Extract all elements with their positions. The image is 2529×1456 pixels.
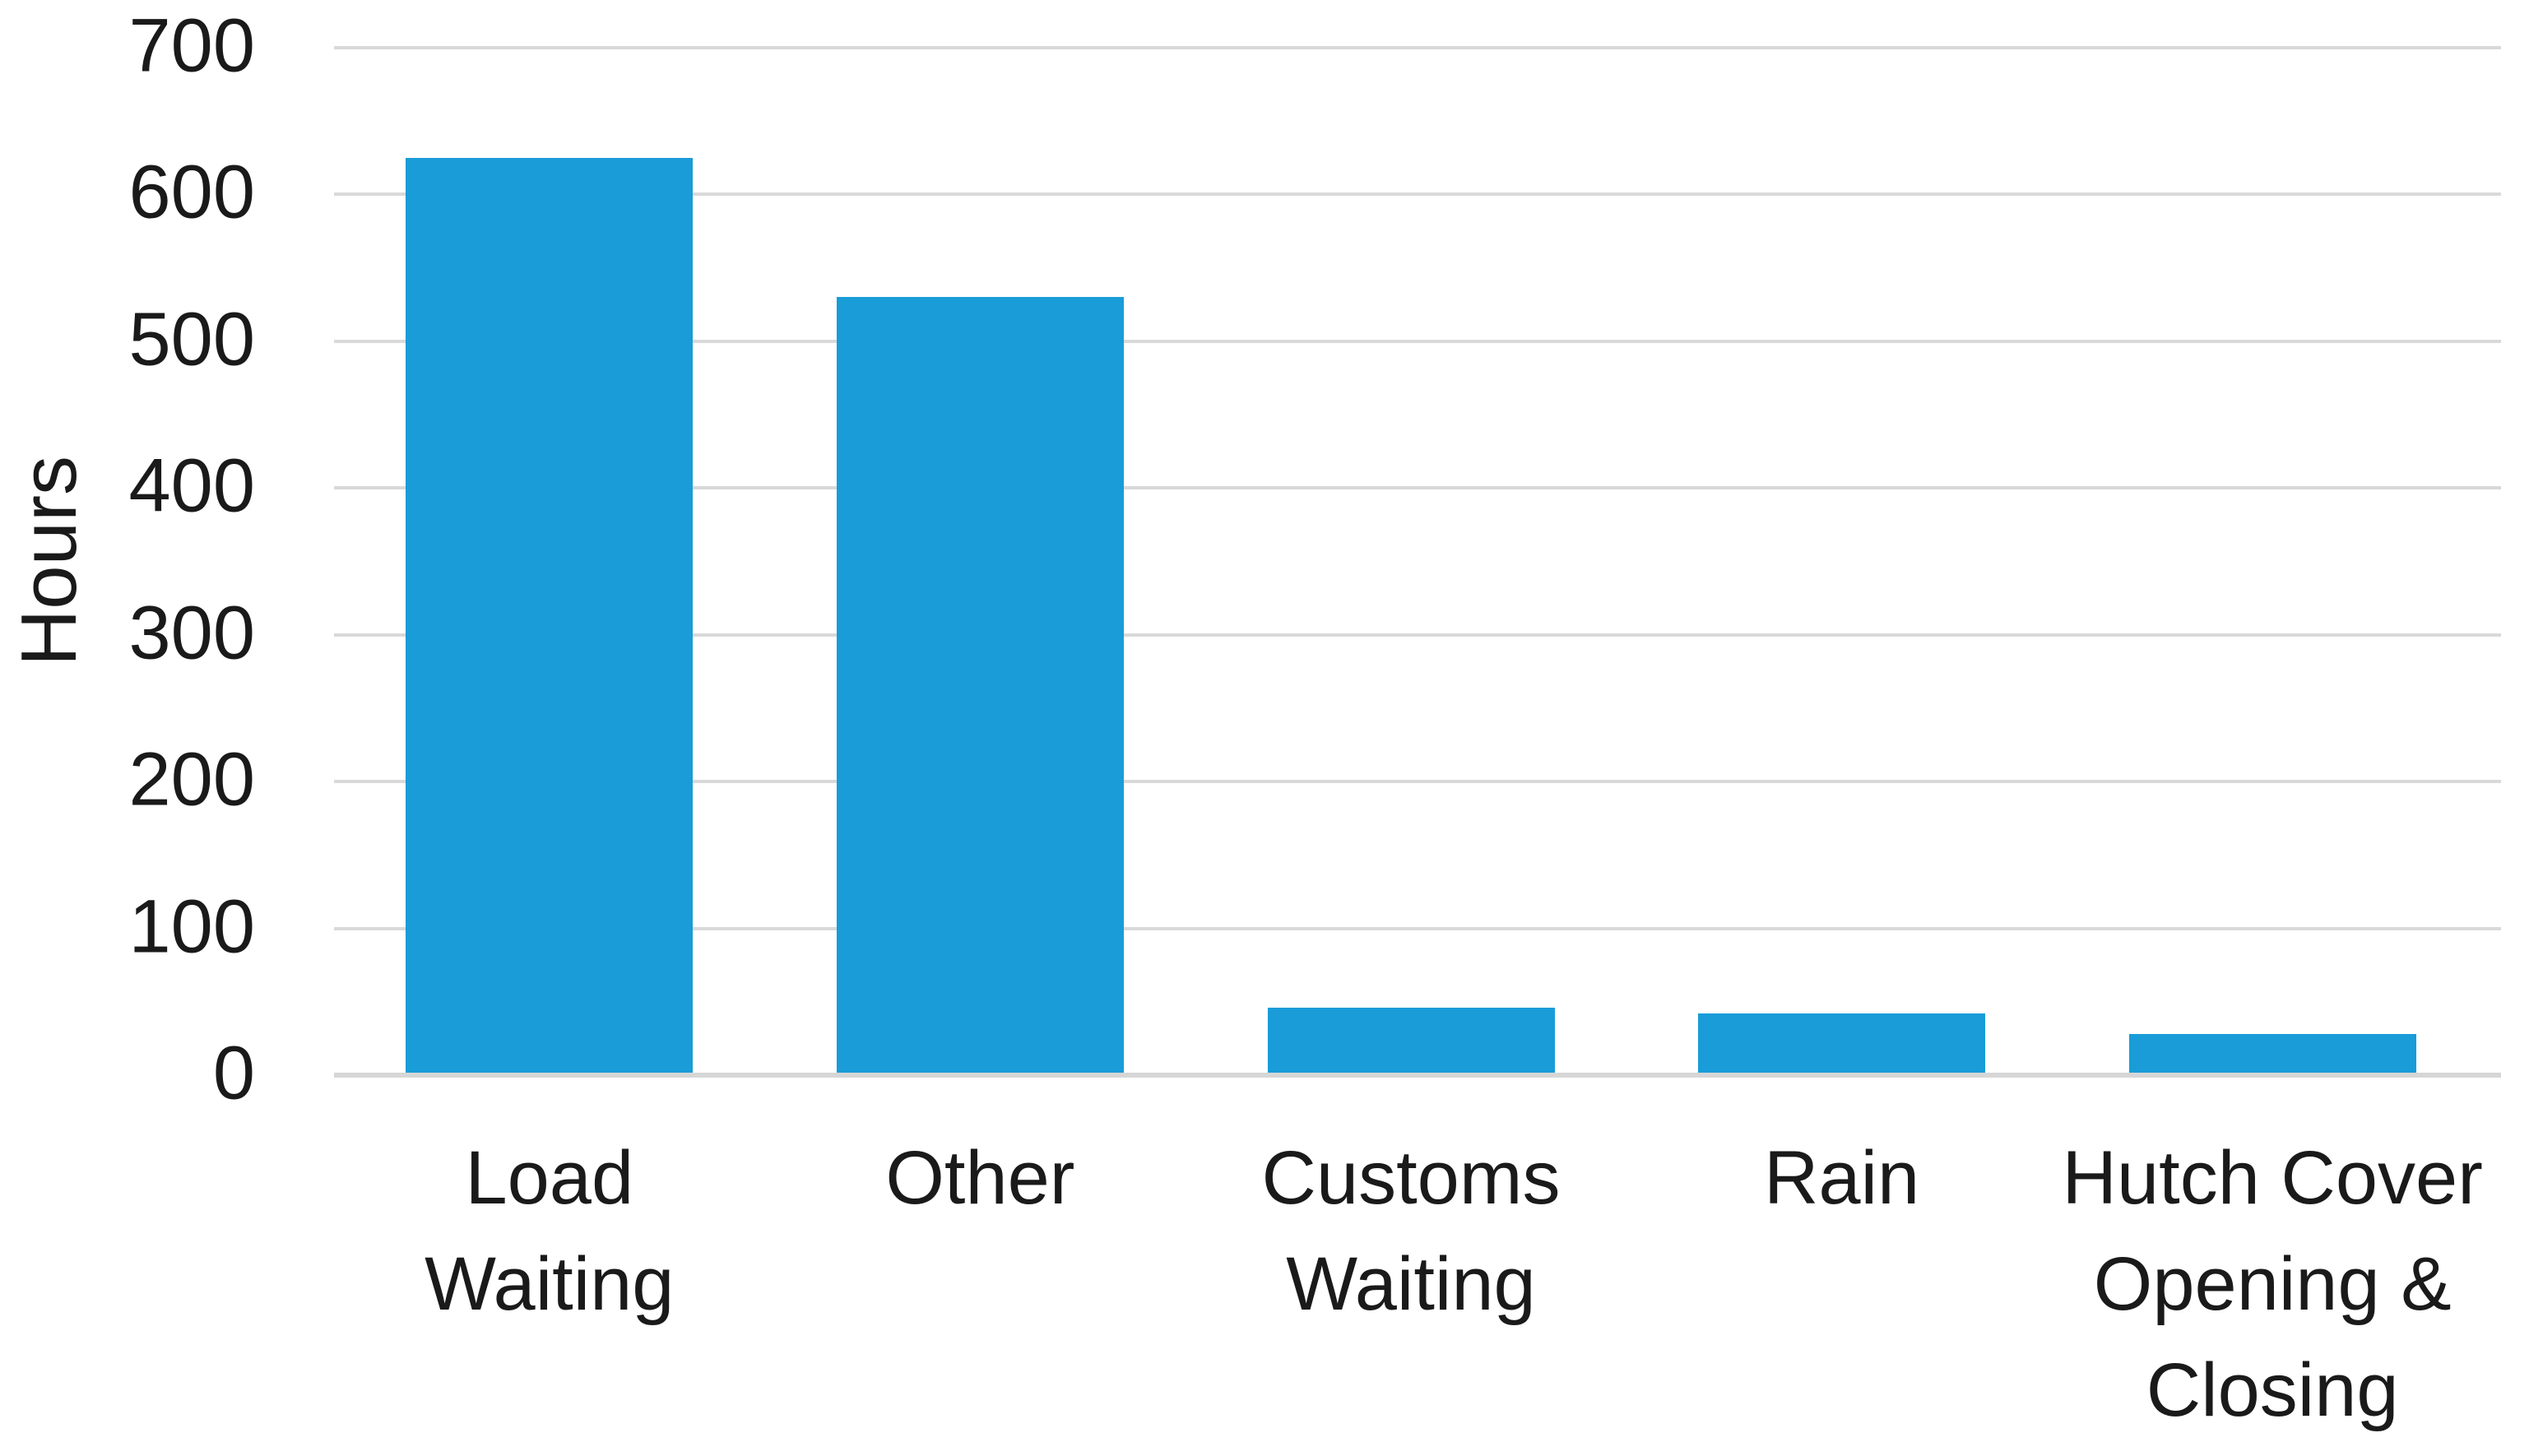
gridline-200	[334, 780, 2501, 784]
gridline-500	[334, 339, 2501, 343]
gridline-300	[334, 633, 2501, 637]
y-tick-label-400: 400	[128, 443, 256, 528]
x-category-label-2: Customs Waiting	[1261, 1136, 1561, 1326]
y-tick-label-600: 600	[128, 150, 256, 234]
gridline-700	[334, 46, 2501, 49]
bar-1	[836, 297, 1124, 1075]
x-category-label-3: Rain	[1763, 1136, 1920, 1220]
gridline-600	[334, 192, 2501, 197]
bar-4	[2128, 1034, 2416, 1075]
x-category-label-1: Other	[885, 1136, 1075, 1220]
y-tick-label-100: 100	[128, 883, 256, 968]
gridline-400	[334, 486, 2501, 490]
x-category-label-4: Hutch Cover Opening & Closing	[2062, 1136, 2483, 1432]
gridline-0	[334, 1073, 2501, 1078]
y-tick-label-700: 700	[128, 3, 256, 88]
x-category-label-0: Load Waiting	[425, 1136, 675, 1326]
bar-2	[1267, 1007, 1555, 1075]
bar-3	[1698, 1013, 1986, 1075]
bar-0	[406, 157, 694, 1075]
y-tick-label-300: 300	[128, 591, 256, 675]
y-tick-label-200: 200	[128, 737, 256, 822]
y-tick-label-500: 500	[128, 297, 256, 382]
y-tick-label-0: 0	[212, 1031, 255, 1115]
gridline-100	[334, 926, 2501, 930]
